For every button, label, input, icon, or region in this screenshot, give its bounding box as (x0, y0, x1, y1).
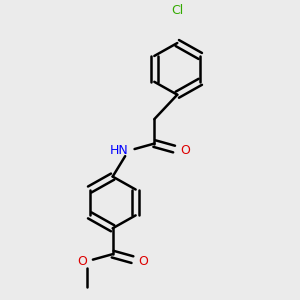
Text: Cl: Cl (171, 4, 183, 17)
Text: O: O (139, 255, 148, 268)
Text: O: O (77, 255, 87, 268)
Text: O: O (180, 144, 190, 157)
Text: HN: HN (110, 144, 128, 157)
